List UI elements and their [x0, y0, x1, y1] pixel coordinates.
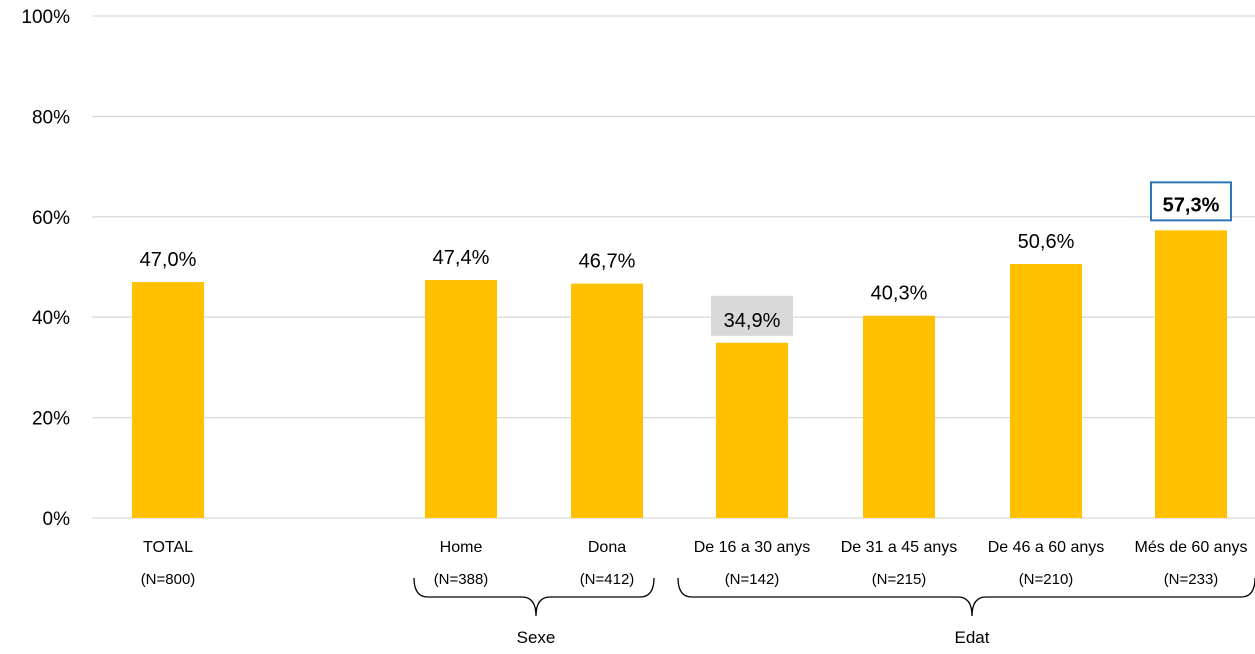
data-labels: 47,0% 47,4% 46,7% 34,9% 40,3% 50,6% 57,3%	[140, 181, 1232, 336]
max-value-highlight	[1150, 181, 1232, 222]
sample-size-label: (N=233)	[1164, 571, 1219, 588]
group-bracket	[677, 577, 1255, 617]
category-label: Home	[440, 539, 483, 556]
y-tick-label: 40%	[32, 308, 70, 329]
bars	[132, 230, 1227, 518]
sample-size-label: (N=412)	[580, 571, 635, 588]
category-labels: TOTAL (N=800) Home (N=388) Dona (N=412) De 16 …	[141, 539, 1248, 588]
group-bracket	[413, 577, 655, 617]
y-axis-tick-labels: 0% 20% 40% 60% 80% 100%	[21, 7, 70, 530]
y-tick-label: 80%	[32, 107, 70, 128]
group-label: Edat	[955, 628, 990, 647]
bar	[571, 283, 643, 518]
sample-size-label: (N=215)	[872, 571, 927, 588]
sample-size-label: (N=800)	[141, 571, 196, 588]
bar	[132, 282, 204, 518]
data-label: 47,4%	[433, 247, 490, 269]
bar	[863, 315, 935, 518]
category-label: Més de 60 anys	[1135, 539, 1248, 556]
data-label: 47,0%	[140, 249, 197, 271]
sample-size-label: (N=210)	[1019, 571, 1074, 588]
min-value-highlight	[711, 295, 793, 336]
data-label: 34,9%	[724, 310, 781, 332]
category-label: De 16 a 30 anys	[694, 539, 811, 556]
category-label: TOTAL	[143, 539, 193, 556]
data-label: 57,3%	[1163, 194, 1220, 216]
bar	[1010, 263, 1082, 518]
y-tick-label: 20%	[32, 409, 70, 430]
data-label: 50,6%	[1018, 231, 1075, 253]
bar	[1155, 230, 1227, 518]
data-label: 46,7%	[579, 251, 636, 273]
y-tick-label: 100%	[21, 7, 70, 28]
category-label: Dona	[588, 539, 626, 556]
bar	[425, 280, 497, 518]
bar	[716, 342, 788, 518]
y-tick-label: 0%	[43, 509, 71, 530]
y-tick-label: 60%	[32, 208, 70, 229]
group-label: Sexe	[517, 628, 556, 647]
category-label: De 46 a 60 anys	[988, 539, 1105, 556]
sample-size-label: (N=388)	[434, 571, 489, 588]
group-brackets: Sexe Edat	[413, 577, 1255, 647]
data-label: 40,3%	[871, 283, 928, 305]
sample-size-label: (N=142)	[725, 571, 780, 588]
category-label: De 31 a 45 anys	[841, 539, 958, 556]
